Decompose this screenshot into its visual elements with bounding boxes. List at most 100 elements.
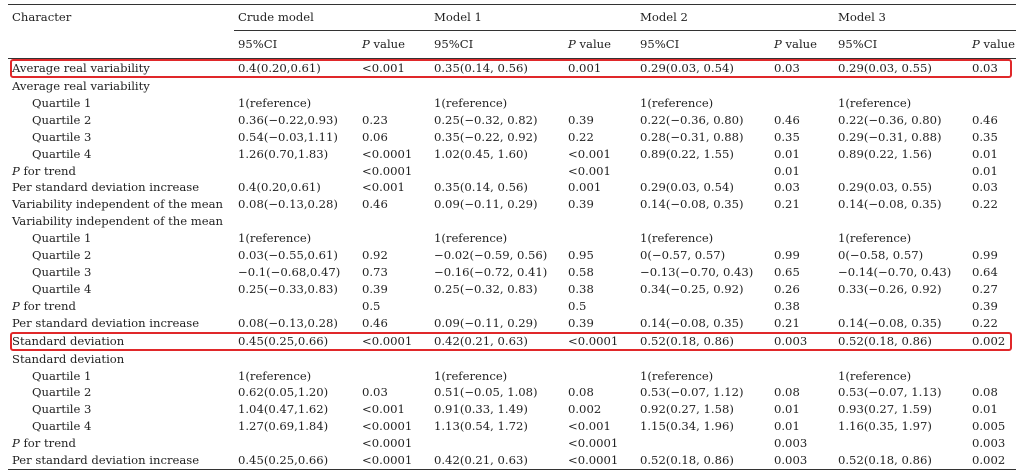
ci-cell: 0.08(−0.13,0.28) bbox=[238, 315, 338, 330]
pvalue-cell: 0.21 bbox=[774, 197, 800, 212]
ci-cell: 0.29(0.03, 0.55) bbox=[838, 180, 932, 195]
table-row: Quartile 4 1.27(0.69,1.84) <0.0001 1.13(0.5… bbox=[8, 418, 1016, 435]
pvalue-cell: <0.0001 bbox=[362, 146, 413, 161]
ci-cell: 1(reference) bbox=[838, 95, 912, 110]
pvalue-cell: 0.03 bbox=[972, 61, 998, 75]
ci-cell: 1(reference) bbox=[434, 368, 508, 383]
ci-cell: −0.16(−0.72, 0.41) bbox=[434, 264, 548, 279]
pvalue-cell: 0.64 bbox=[972, 264, 998, 279]
row-label: P for trend bbox=[12, 298, 76, 313]
pvalue-cell: 0.92 bbox=[362, 248, 388, 263]
table-row: Standard deviation 0.45(0.25,0.66) <0.0001… bbox=[8, 332, 1016, 351]
ci-cell: 0.45(0.25,0.66) bbox=[238, 333, 329, 348]
ci-cell: 0.52(0.18, 0.86) bbox=[838, 453, 932, 468]
pvalue-cell: 0.46 bbox=[362, 315, 388, 330]
pvalue-cell: 0.5 bbox=[568, 298, 587, 313]
pvalue-cell bbox=[564, 351, 636, 368]
table-row: Quartile 4 0.25(−0.33,0.83) 0.39 0.25(−0.32… bbox=[8, 281, 1016, 298]
ci-cell: 1.13(0.54, 1.72) bbox=[434, 419, 528, 434]
pvalue-cell bbox=[770, 368, 834, 385]
table-row: Quartile 2 0.36(−0.22,0.93) 0.23 0.25(−0.32… bbox=[8, 112, 1016, 129]
pvalue-cell: 0.99 bbox=[774, 248, 800, 263]
pvalue-cell bbox=[968, 78, 1016, 95]
ci-cell: 0.29(−0.31, 0.88) bbox=[838, 129, 942, 144]
ci-cell bbox=[834, 78, 968, 95]
row-label: Average real variability bbox=[12, 61, 150, 75]
pvalue-cell bbox=[770, 213, 834, 230]
pvalue-cell: <0.001 bbox=[362, 402, 405, 417]
ci-cell bbox=[834, 163, 968, 180]
ci-cell: 0.03(−0.55,0.61) bbox=[238, 248, 338, 263]
model-3-header: Model 3 bbox=[834, 4, 1016, 31]
pvalue-cell: 0.38 bbox=[774, 298, 800, 313]
row-label: Standard deviation bbox=[12, 333, 125, 348]
table-row: Quartile 1 1(reference) 1(reference) 1(refe… bbox=[8, 230, 1016, 247]
ci-cell: 0.14(−0.08, 0.35) bbox=[838, 315, 942, 330]
ci-cell bbox=[636, 213, 770, 230]
ci-cell: 1(reference) bbox=[238, 95, 312, 110]
ci-cell bbox=[834, 298, 968, 315]
pvalue-cell bbox=[968, 213, 1016, 230]
pvalue-header: P value bbox=[770, 30, 834, 59]
pvalue-cell: <0.001 bbox=[568, 163, 611, 178]
pvalue-cell: 0.27 bbox=[972, 281, 998, 296]
row-label: Quartile 2 bbox=[32, 385, 92, 400]
pvalue-header: P value bbox=[564, 30, 636, 59]
pvalue-cell: 0.39 bbox=[568, 197, 594, 212]
table-row: P for trend 0.5 0.5 0.38 0.39 bbox=[8, 298, 1016, 315]
ci-cell: 1(reference) bbox=[838, 231, 912, 246]
pvalue-cell: 0.5 bbox=[362, 298, 381, 313]
ci-cell: 0.08(−0.13,0.28) bbox=[238, 197, 338, 212]
ci-cell: 1.26(0.70,1.83) bbox=[238, 146, 329, 161]
table-body: Average real variability 0.4(0.20,0.61) <0… bbox=[8, 59, 1016, 470]
pvalue-cell: <0.001 bbox=[362, 61, 405, 75]
ci-cell bbox=[834, 213, 968, 230]
table-row: Per standard deviation increase 0.4(0.20,… bbox=[8, 179, 1016, 196]
ci-cell: −0.14(−0.70, 0.43) bbox=[838, 264, 952, 279]
ci-cell: 1.15(0.34, 1.96) bbox=[640, 419, 734, 434]
pvalue-cell: <0.0001 bbox=[362, 163, 413, 178]
ci-cell bbox=[834, 435, 968, 452]
ci-cell: 0.22(−0.36, 0.80) bbox=[838, 112, 942, 127]
ci-cell bbox=[430, 298, 564, 315]
ci-cell: 1(reference) bbox=[434, 231, 508, 246]
table-row: Variability independent of the mean 0.08(… bbox=[8, 196, 1016, 213]
ci-header: 95%CI bbox=[430, 30, 564, 59]
pvalue-cell: 0.22 bbox=[972, 315, 998, 330]
pvalue-cell: <0.0001 bbox=[568, 453, 619, 468]
ci-cell bbox=[636, 78, 770, 95]
ci-cell: 0.53(−0.07, 1.13) bbox=[838, 385, 942, 400]
pvalue-cell bbox=[358, 95, 430, 112]
ci-cell bbox=[430, 163, 564, 180]
pvalue-cell bbox=[358, 230, 430, 247]
pvalue-header: P value bbox=[358, 30, 430, 59]
row-label: Average real variability bbox=[12, 79, 150, 93]
pvalue-cell: 0.26 bbox=[774, 281, 800, 296]
ci-cell: 0.93(0.27, 1.59) bbox=[838, 402, 932, 417]
ci-cell: 0.22(−0.36, 0.80) bbox=[640, 112, 744, 127]
ci-cell: 0.4(0.20,0.61) bbox=[238, 61, 321, 75]
pvalue-cell: 0.002 bbox=[972, 333, 1006, 348]
pvalue-cell bbox=[358, 351, 430, 368]
pvalue-cell: 0.23 bbox=[362, 112, 388, 127]
ci-cell bbox=[636, 435, 770, 452]
pvalue-cell: 0.002 bbox=[568, 402, 602, 417]
ci-cell: 0.45(0.25,0.66) bbox=[238, 453, 329, 468]
table-row: Variability independent of the mean bbox=[8, 213, 1016, 230]
row-label: Quartile 1 bbox=[32, 231, 92, 246]
row-label: Quartile 4 bbox=[32, 419, 92, 434]
ci-cell: 0.92(0.27, 1.58) bbox=[640, 402, 734, 417]
ci-cell: 0(−0.58, 0.57) bbox=[838, 248, 924, 263]
pvalue-cell: 0.39 bbox=[568, 315, 594, 330]
pvalue-cell: 0.03 bbox=[774, 61, 800, 75]
ci-cell: 0.35(−0.22, 0.92) bbox=[434, 129, 538, 144]
pvalue-cell bbox=[968, 230, 1016, 247]
ci-cell: 0.09(−0.11, 0.29) bbox=[434, 197, 538, 212]
pvalue-cell: 0.01 bbox=[774, 146, 800, 161]
ci-cell bbox=[430, 435, 564, 452]
row-label: P for trend bbox=[12, 163, 76, 178]
row-label: Per standard deviation increase bbox=[12, 180, 200, 195]
ci-cell: 0.29(0.03, 0.54) bbox=[640, 180, 734, 195]
ci-cell bbox=[430, 351, 564, 368]
row-label: Standard deviation bbox=[12, 351, 125, 366]
